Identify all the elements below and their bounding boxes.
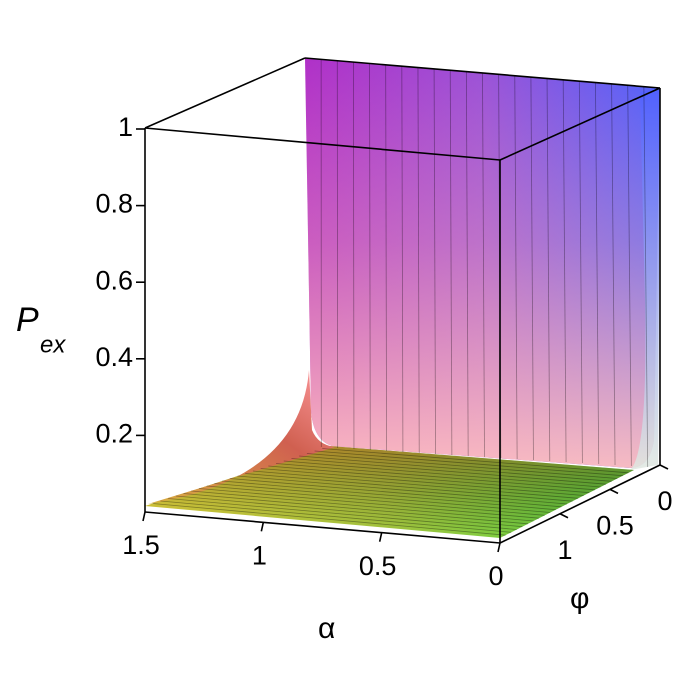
- mesh-line: [546, 78, 551, 462]
- mesh-line: [369, 63, 371, 451]
- mesh-line: [214, 483, 551, 513]
- mesh-line: [385, 64, 387, 452]
- surface-right-wall: [630, 88, 660, 470]
- mesh-line: [229, 478, 562, 508]
- mesh-line: [237, 475, 568, 505]
- y-tick: [659, 464, 669, 470]
- mesh-line: [299, 455, 612, 482]
- z-tick-label: 0.6: [95, 265, 133, 295]
- mesh-line: [276, 463, 595, 491]
- y-tick-label: 0.5: [596, 511, 634, 541]
- mesh-line: [611, 83, 616, 466]
- mesh-line: [260, 468, 584, 496]
- mesh-line: [353, 62, 355, 450]
- x-tick: [378, 532, 383, 542]
- x-tick-label: 0: [488, 561, 503, 591]
- surface: [145, 58, 660, 538]
- mesh-line: [268, 465, 590, 494]
- mesh-line: [643, 86, 649, 468]
- box-edge: [304, 57, 661, 89]
- mesh-line: [514, 75, 518, 460]
- y-tick-label: 0: [657, 486, 672, 516]
- surface-wall-shade: [305, 58, 660, 468]
- surface-floor-shade: [145, 446, 634, 538]
- mesh-line: [198, 488, 540, 519]
- mesh-line: [206, 485, 545, 516]
- z-tick-label: 0.8: [95, 189, 133, 219]
- mesh-line: [465, 71, 469, 457]
- x-tick: [497, 542, 501, 553]
- mesh-line: [482, 72, 485, 458]
- x-axis-label: α: [318, 612, 335, 645]
- z-axis-label: P: [16, 301, 39, 339]
- surface-fillet: [148, 370, 335, 504]
- mesh-line: [322, 448, 629, 474]
- mesh-line: [578, 81, 583, 464]
- mesh-line: [183, 493, 528, 525]
- x-tick-label: 0.5: [359, 551, 397, 581]
- mesh-line: [191, 490, 534, 522]
- y-tick: [609, 488, 619, 495]
- axes-box: [144, 57, 661, 544]
- mesh-line: [168, 498, 517, 530]
- mesh-line: [417, 67, 420, 454]
- mesh-line: [152, 503, 506, 536]
- box-edge: [144, 511, 501, 544]
- mesh-line: [291, 458, 607, 485]
- x-tick: [260, 522, 265, 532]
- mesh-line: [252, 470, 579, 499]
- z-tick-label: 1: [118, 112, 133, 142]
- mesh-line: [283, 460, 601, 488]
- y-tick: [559, 513, 569, 519]
- mesh-line: [530, 77, 534, 461]
- y-tick-label: 1: [557, 535, 572, 565]
- y-axis-label: φ: [570, 582, 589, 615]
- mesh-line: [595, 82, 600, 465]
- mesh-line: [401, 66, 404, 453]
- mesh-line: [433, 68, 436, 455]
- mesh-line: [160, 500, 512, 533]
- x-tick: [142, 511, 146, 522]
- mesh-line: [245, 473, 573, 502]
- mesh-line: [314, 450, 623, 477]
- box-edge: [144, 57, 306, 129]
- mesh-line: [175, 495, 523, 528]
- box-edge: [499, 87, 661, 161]
- z-tick-label: 0.4: [95, 342, 133, 372]
- x-tick-label: 1: [252, 540, 267, 570]
- mesh-line: [627, 85, 632, 467]
- z-tick-label: 0.2: [95, 419, 133, 449]
- mesh-line: [306, 453, 618, 479]
- box-edge: [144, 127, 501, 161]
- x-tick-label: 1.5: [122, 530, 160, 560]
- mesh-line: [449, 70, 453, 456]
- box-edge: [499, 464, 661, 544]
- mesh-line: [562, 79, 567, 463]
- z-axis-label-sub: ex: [40, 331, 66, 358]
